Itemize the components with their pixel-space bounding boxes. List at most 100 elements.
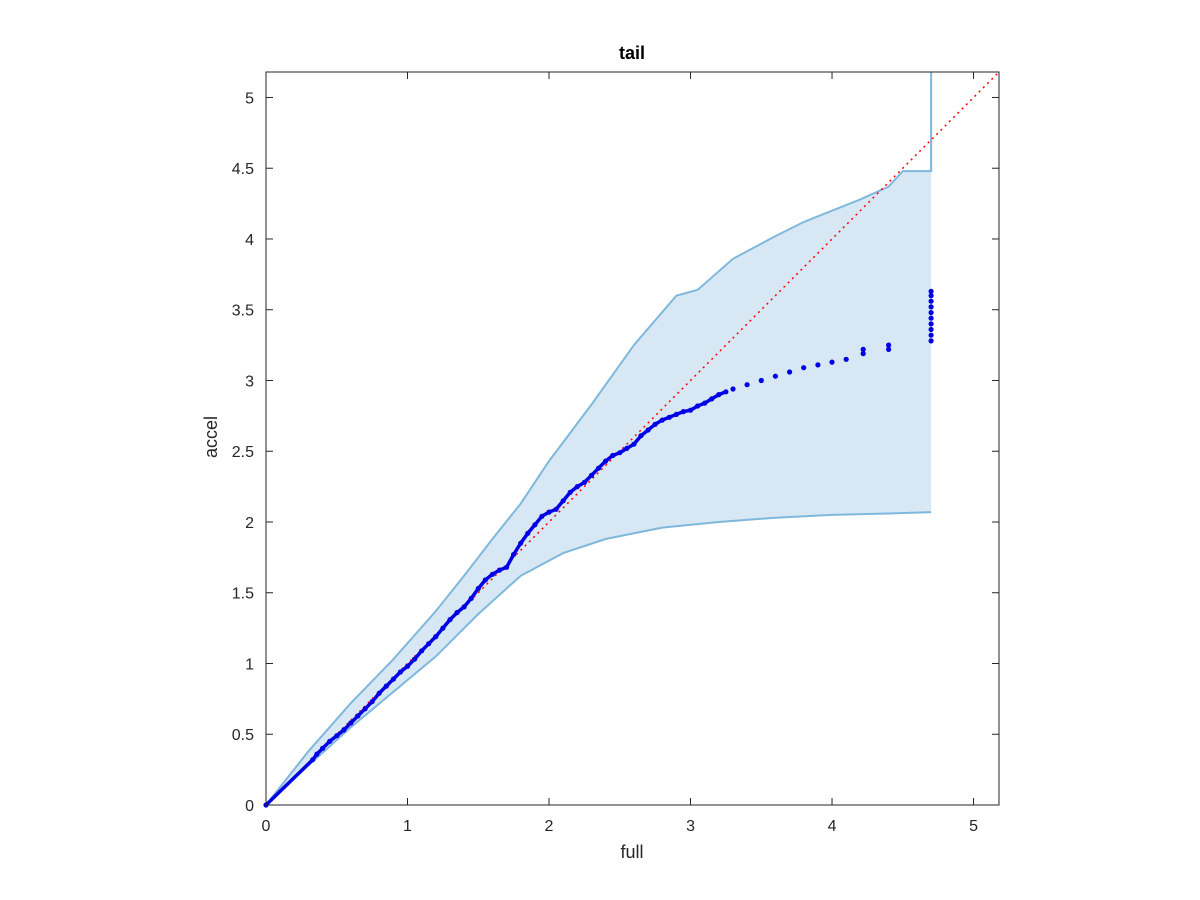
data-point	[510, 551, 517, 558]
data-point	[560, 498, 566, 504]
data-point	[454, 610, 460, 616]
data-point	[652, 421, 658, 427]
data-point	[362, 706, 368, 712]
y-tick-label: 3.5	[232, 303, 254, 320]
data-point	[433, 634, 439, 640]
data-point	[666, 414, 672, 420]
data-point	[376, 690, 382, 696]
data-point	[702, 400, 708, 406]
data-point	[419, 648, 425, 654]
data-point	[928, 298, 934, 304]
data-point	[645, 427, 651, 433]
data-point	[489, 571, 495, 577]
data-point	[624, 445, 630, 451]
data-point	[860, 351, 866, 357]
data-point	[928, 288, 934, 294]
confidence-band-fill	[266, 171, 932, 806]
data-point	[426, 641, 432, 647]
chart-title: tail	[619, 43, 645, 63]
data-point	[518, 540, 524, 546]
y-tick-label: 3	[245, 373, 254, 390]
data-point	[532, 522, 538, 528]
data-point	[504, 564, 510, 570]
data-point	[695, 403, 701, 409]
data-point	[801, 365, 807, 371]
data-point	[383, 683, 389, 689]
y-tick-label: 4	[245, 232, 254, 249]
data-point	[928, 310, 934, 316]
x-tick-label: 2	[545, 818, 554, 835]
data-point	[829, 359, 835, 365]
data-point	[581, 479, 588, 485]
data-point	[687, 407, 694, 413]
data-point	[716, 392, 722, 398]
y-tick-label: 0	[245, 798, 254, 815]
data-point	[610, 452, 616, 459]
data-point	[928, 321, 934, 327]
data-point	[327, 738, 333, 744]
data-point	[567, 489, 573, 495]
y-tick-label: 5	[245, 90, 254, 107]
data-point	[730, 386, 736, 392]
data-point	[525, 530, 531, 536]
data-point	[843, 356, 849, 362]
confidence-band-layer	[265, 72, 933, 806]
data-point	[758, 377, 764, 384]
y-tick-label: 4.5	[232, 161, 254, 178]
data-point	[595, 465, 602, 471]
data-point	[680, 409, 687, 415]
band-lower-line	[265, 511, 932, 806]
data-point	[314, 751, 320, 757]
y-tick-label: 2.5	[232, 444, 254, 461]
data-point	[588, 472, 595, 478]
data-point	[772, 373, 779, 379]
data-point	[496, 567, 503, 573]
data-point	[482, 577, 488, 583]
data-point	[397, 669, 403, 675]
data-point	[369, 699, 375, 705]
data-point	[744, 382, 750, 388]
data-point	[815, 362, 821, 368]
data-point	[928, 332, 934, 338]
y-axis-label: accel	[201, 416, 221, 458]
band-upper-line	[265, 72, 933, 806]
x-tick-label: 1	[403, 818, 412, 835]
y-tick-label: 1	[245, 656, 254, 673]
data-point	[334, 733, 340, 739]
data-points-layer	[263, 288, 934, 808]
data-point	[638, 433, 644, 439]
data-point	[928, 338, 934, 344]
data-point	[574, 484, 580, 490]
plot-frame	[265, 71, 1000, 806]
x-tick-label: 0	[262, 818, 271, 835]
data-point	[355, 713, 361, 719]
y-tick-label: 1.5	[232, 586, 254, 603]
x-axis-label: full	[620, 842, 643, 862]
data-point	[447, 617, 453, 623]
y-tick-label: 0.5	[232, 727, 254, 744]
x-tick-label: 4	[828, 818, 837, 835]
data-point	[928, 326, 934, 333]
data-point	[886, 342, 892, 348]
data-point	[348, 720, 354, 726]
data-point	[404, 663, 411, 669]
data-point	[928, 315, 934, 321]
data-point	[631, 441, 637, 447]
x-tick-label: 5	[969, 818, 978, 835]
data-point	[886, 346, 892, 352]
data-point	[539, 513, 545, 519]
data-point	[320, 745, 326, 752]
data-point	[546, 509, 552, 515]
data-point	[673, 411, 680, 417]
data-point	[787, 369, 793, 375]
data-point	[617, 450, 623, 456]
data-point	[709, 396, 715, 402]
data-point	[341, 727, 347, 733]
data-point	[390, 676, 396, 682]
x-tick-label: 3	[686, 818, 695, 835]
data-point	[475, 585, 481, 592]
data-point	[461, 604, 467, 610]
axes-layer: 0 1 2 3 4 5 0 0.5 1 1.5 2 2.5 3 3.5 4 4.5 5	[232, 71, 1000, 835]
data-point	[928, 293, 934, 299]
